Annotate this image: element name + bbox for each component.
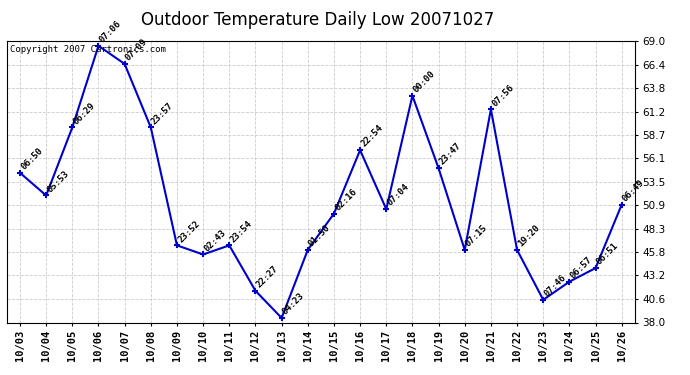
Text: 06:57: 06:57 — [569, 255, 594, 280]
Text: 06:50: 06:50 — [19, 146, 45, 171]
Text: 05:53: 05:53 — [46, 169, 71, 194]
Text: 23:57: 23:57 — [150, 101, 175, 126]
Text: 07:56: 07:56 — [490, 82, 515, 108]
Text: 07:06: 07:06 — [98, 19, 123, 44]
Text: 23:52: 23:52 — [176, 219, 201, 244]
Text: 07:15: 07:15 — [464, 223, 489, 249]
Text: 02:43: 02:43 — [202, 228, 228, 253]
Text: 06:51: 06:51 — [595, 242, 620, 267]
Text: Outdoor Temperature Daily Low 20071027: Outdoor Temperature Daily Low 20071027 — [141, 11, 494, 29]
Text: 06:29: 06:29 — [72, 101, 97, 126]
Text: 01:50: 01:50 — [307, 223, 333, 249]
Text: 23:47: 23:47 — [437, 141, 463, 167]
Text: 00:00: 00:00 — [412, 69, 437, 94]
Text: 07:04: 07:04 — [386, 182, 411, 208]
Text: 22:54: 22:54 — [359, 123, 385, 149]
Text: 07:46: 07:46 — [542, 273, 568, 298]
Text: 02:16: 02:16 — [333, 187, 359, 212]
Text: 23:54: 23:54 — [228, 219, 254, 244]
Text: 22:27: 22:27 — [255, 264, 280, 290]
Text: 19:20: 19:20 — [516, 223, 542, 249]
Text: 07:09: 07:09 — [124, 37, 149, 63]
Text: 04:23: 04:23 — [281, 291, 306, 316]
Text: Copyright 2007 Cartronics.com: Copyright 2007 Cartronics.com — [10, 45, 166, 54]
Text: 06:49: 06:49 — [621, 178, 647, 203]
